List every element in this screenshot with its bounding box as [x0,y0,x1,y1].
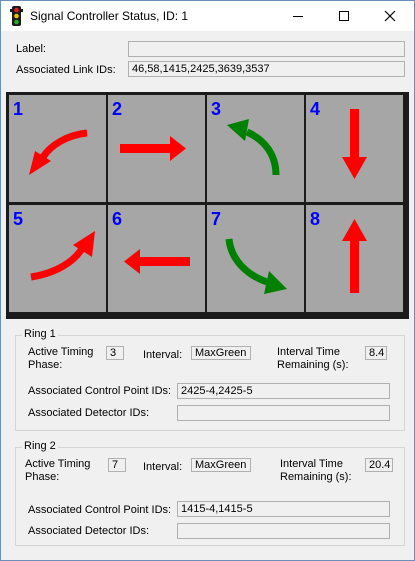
ring-1-interval-field[interactable]: MaxGreen [191,346,251,360]
phase-cell-2: 2 [108,95,205,202]
ring-2-remaining-label: Interval Time Remaining (s): [280,458,352,483]
ring-1-detector-field[interactable] [177,405,390,421]
link-ids-field[interactable]: 46,58,1415,2425,3639,3537 [128,61,405,77]
phase-number: 1 [13,99,24,119]
phase-number: 2 [112,99,123,119]
ring-2-remaining-field[interactable]: 20.4 [365,458,393,472]
ring-1-phase-field[interactable]: 3 [106,346,124,360]
ring-2-phase-field[interactable]: 7 [108,458,126,472]
close-icon [384,10,396,22]
ring-1-phase-label: Active Timing Phase: [28,346,94,371]
minimize-button[interactable] [276,1,322,31]
phase-cell-5: 5 [9,205,106,312]
ring-1-control-point-label: Associated Control Point IDs: [28,385,172,397]
phase-movement-grid: 1 2 3 4 [6,92,409,319]
left-turn-arrow-icon [225,238,287,294]
up-arrow-icon [342,219,367,293]
phase-number: 7 [211,209,222,229]
phase-number: 8 [310,209,321,229]
window-title: Signal Controller Status, ID: 1 [30,9,189,23]
phase-cell-8: 8 [306,205,403,312]
title-bar[interactable]: Signal Controller Status, ID: 1 [1,1,414,31]
ring-1-control-point-field[interactable]: 2425-4,2425-5 [177,383,390,399]
ring-2-control-point-field[interactable]: 1415-4,1415-5 [177,501,390,517]
maximize-button[interactable] [322,1,368,31]
ring-2-detector-label: Associated Detector IDs: [28,525,150,537]
traffic-light-icon [10,6,23,26]
phase-cell-4: 4 [306,95,403,202]
ring-2-group [15,447,405,546]
left-turn-arrow-icon [30,231,95,281]
right-arrow-icon [120,136,186,161]
ring-1-interval-label: Interval: [143,349,183,361]
close-button[interactable] [368,1,414,31]
ring-1-detector-label: Associated Detector IDs: [28,407,150,419]
link-ids-caption: Associated Link IDs: [16,64,116,76]
phase-number: 6 [112,209,123,229]
left-turn-arrow-icon [227,119,280,176]
phase-number: 5 [13,209,24,229]
phase-number: 4 [310,99,321,119]
down-arrow-icon [342,109,367,179]
left-arrow-icon [124,249,190,274]
ring-2-interval-field[interactable]: MaxGreen [191,458,251,472]
ring-1-remaining-field[interactable]: 8.4 [365,346,387,360]
maximize-icon [339,11,349,21]
ring-1-group [15,335,405,431]
label-field[interactable] [128,41,405,57]
left-turn-arrow-icon [29,129,88,175]
ring-2-phase-label: Active Timing Phase: [25,458,91,483]
phase-cell-7: 7 [207,205,304,312]
minimize-icon [293,16,303,17]
phase-cell-1: 1 [9,95,106,202]
ring-2-control-point-label: Associated Control Point IDs: [28,504,172,516]
ring-2-interval-label: Interval: [143,461,183,473]
ring-2-detector-field[interactable] [177,523,390,539]
phase-number: 3 [211,99,222,119]
label-caption: Label: [16,43,46,55]
phase-cell-3: 3 [207,95,304,202]
ring-2-title: Ring 2 [22,440,58,452]
ring-1-remaining-label: Interval Time Remaining (s): [277,346,349,371]
phase-cell-6: 6 [108,205,205,312]
ring-1-title: Ring 1 [22,328,58,340]
